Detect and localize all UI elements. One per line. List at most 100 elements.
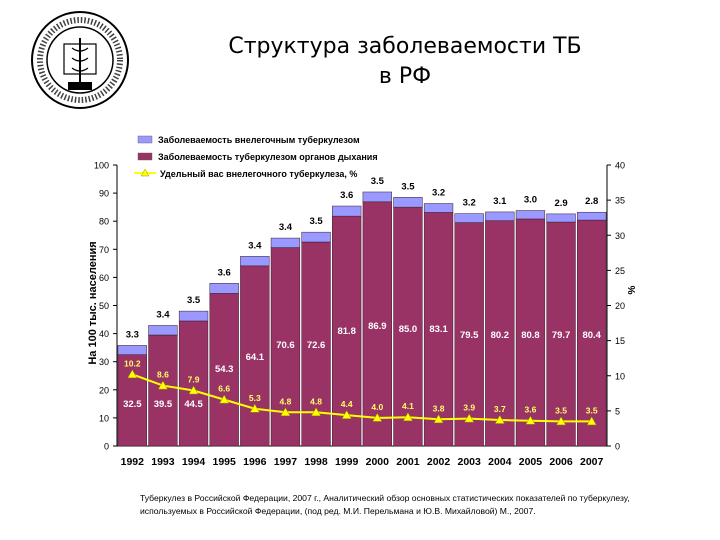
- x-tick-label: 1995: [213, 456, 237, 468]
- x-tick-label: 1992: [121, 456, 145, 468]
- respiratory-value-label: 44.5: [184, 399, 203, 410]
- respiratory-value-label: 80.2: [491, 330, 510, 341]
- bar-extrapulmonary: [148, 325, 178, 336]
- bar-respiratory: [515, 218, 546, 447]
- bar-extrapulmonary: [209, 283, 239, 294]
- bar-extrapulmonary: [332, 205, 362, 217]
- bar-extrapulmonary: [117, 345, 147, 355]
- respiratory-value-label: 64.1: [246, 352, 265, 363]
- respiratory-value-label: 86.9: [368, 321, 387, 332]
- share-value-label: 7.9: [188, 375, 200, 385]
- y-tick-label: 70: [99, 245, 109, 255]
- y2-axis-title: %: [627, 285, 638, 294]
- x-tick-label: 1994: [182, 456, 206, 468]
- x-tick-label: 1993: [151, 456, 175, 468]
- x-tick-label: 2000: [366, 456, 390, 468]
- y2-tick-label: 0: [615, 442, 620, 452]
- share-marker: [556, 416, 566, 426]
- share-marker: [341, 410, 352, 419]
- respiratory-value-label: 79.5: [460, 330, 479, 341]
- share-marker: [188, 385, 199, 395]
- x-tick-label: 2004: [488, 456, 512, 468]
- y-tick-label: 80: [99, 217, 109, 227]
- extrapulmonary-value-label: 2.8: [585, 196, 598, 207]
- extrapulmonary-value-label: 3.6: [218, 267, 231, 278]
- respiratory-value-label: 83.1: [429, 324, 448, 335]
- y-tick-label: 20: [99, 385, 109, 395]
- y-tick-label: 100: [94, 161, 109, 171]
- y2-tick-label: 30: [615, 231, 625, 241]
- extrapulmonary-value-label: 3.5: [187, 295, 201, 306]
- share-value-label: 4.8: [310, 396, 322, 406]
- share-marker: [433, 414, 444, 424]
- bar-respiratory: [332, 215, 362, 447]
- extrapulmonary-value-label: 2.9: [554, 198, 567, 209]
- share-marker: [525, 415, 536, 425]
- share-value-label: 3.5: [586, 405, 598, 415]
- x-tick-label: 2007: [580, 456, 604, 468]
- share-value-label: 3.7: [494, 404, 506, 414]
- bar-extrapulmonary: [301, 231, 331, 243]
- extrapulmonary-value-label: 3.4: [248, 240, 262, 251]
- y2-tick-label: 25: [615, 266, 625, 276]
- bar-extrapulmonary: [515, 210, 546, 220]
- y2-tick-label: 35: [615, 196, 625, 206]
- bar-respiratory: [240, 265, 270, 447]
- y2-tick-label: 20: [615, 301, 625, 311]
- share-marker: [311, 407, 321, 417]
- x-tick-label: 2006: [549, 456, 573, 468]
- share-marker: [127, 369, 138, 379]
- source-line-1: Туберкулез в Российской Федерации, 2007 …: [140, 493, 630, 503]
- bar-extrapulmonary: [454, 213, 484, 223]
- share-value-label: 6.6: [218, 384, 230, 394]
- share-line: [131, 373, 592, 423]
- share-marker: [494, 414, 505, 424]
- bar-respiratory: [393, 206, 423, 447]
- bar-respiratory: [209, 293, 239, 447]
- title-line-1: Структура заболеваемости ТБ: [228, 34, 582, 59]
- share-value-label: 3.9: [463, 403, 475, 413]
- y2-tick-label: 15: [615, 336, 625, 346]
- institution-seal-logo: [31, 11, 129, 109]
- bar-extrapulmonary: [485, 211, 515, 221]
- bar-extrapulmonary: [270, 237, 301, 248]
- bar-respiratory: [546, 221, 576, 447]
- extrapulmonary-value-label: 3.2: [463, 198, 476, 209]
- y-tick-label: 40: [99, 329, 109, 339]
- share-marker: [219, 394, 230, 404]
- respiratory-value-label: 39.5: [154, 399, 173, 410]
- y2-tick-label: 40: [615, 161, 625, 171]
- y-axis-title: На 100 тыс. населения: [87, 241, 99, 364]
- y2-tick-label: 5: [615, 406, 620, 416]
- bar-extrapulmonary: [362, 191, 392, 203]
- share-marker: [249, 403, 260, 413]
- bar-extrapulmonary: [393, 197, 423, 208]
- share-value-label: 4.4: [341, 399, 353, 409]
- x-tick-label: 1999: [335, 456, 359, 468]
- bar-respiratory: [454, 222, 484, 447]
- respiratory-value-label: 70.6: [276, 340, 295, 351]
- respiratory-value-label: 81.8: [337, 326, 356, 337]
- x-tick-label: 1998: [304, 456, 328, 468]
- share-value-label: 5.3: [249, 393, 261, 403]
- x-tick-label: 2002: [427, 456, 451, 468]
- x-tick-label: 2003: [458, 456, 482, 468]
- y2-tick-label: 10: [615, 371, 625, 381]
- share-value-label: 8.6: [157, 370, 169, 380]
- bar-respiratory: [362, 201, 392, 447]
- bar-respiratory: [178, 320, 209, 447]
- y-tick-label: 30: [99, 357, 109, 367]
- bar-respiratory: [148, 334, 178, 447]
- extrapulmonary-value-label: 3.1: [493, 196, 507, 207]
- x-tick-label: 2001: [396, 456, 420, 468]
- bar-extrapulmonary: [178, 310, 209, 322]
- share-value-label: 4.0: [371, 402, 383, 412]
- extrapulmonary-value-label: 3.0: [524, 195, 537, 206]
- respiratory-value-label: 80.8: [521, 330, 540, 341]
- legend-marker-share: [140, 168, 150, 177]
- share-value-label: 4.8: [280, 396, 292, 406]
- extrapulmonary-value-label: 3.6: [340, 190, 353, 201]
- legend-label-extrapulmonary: Заболеваемость внелегочным туберкулезом: [158, 135, 360, 145]
- share-value-label: 3.5: [555, 405, 567, 415]
